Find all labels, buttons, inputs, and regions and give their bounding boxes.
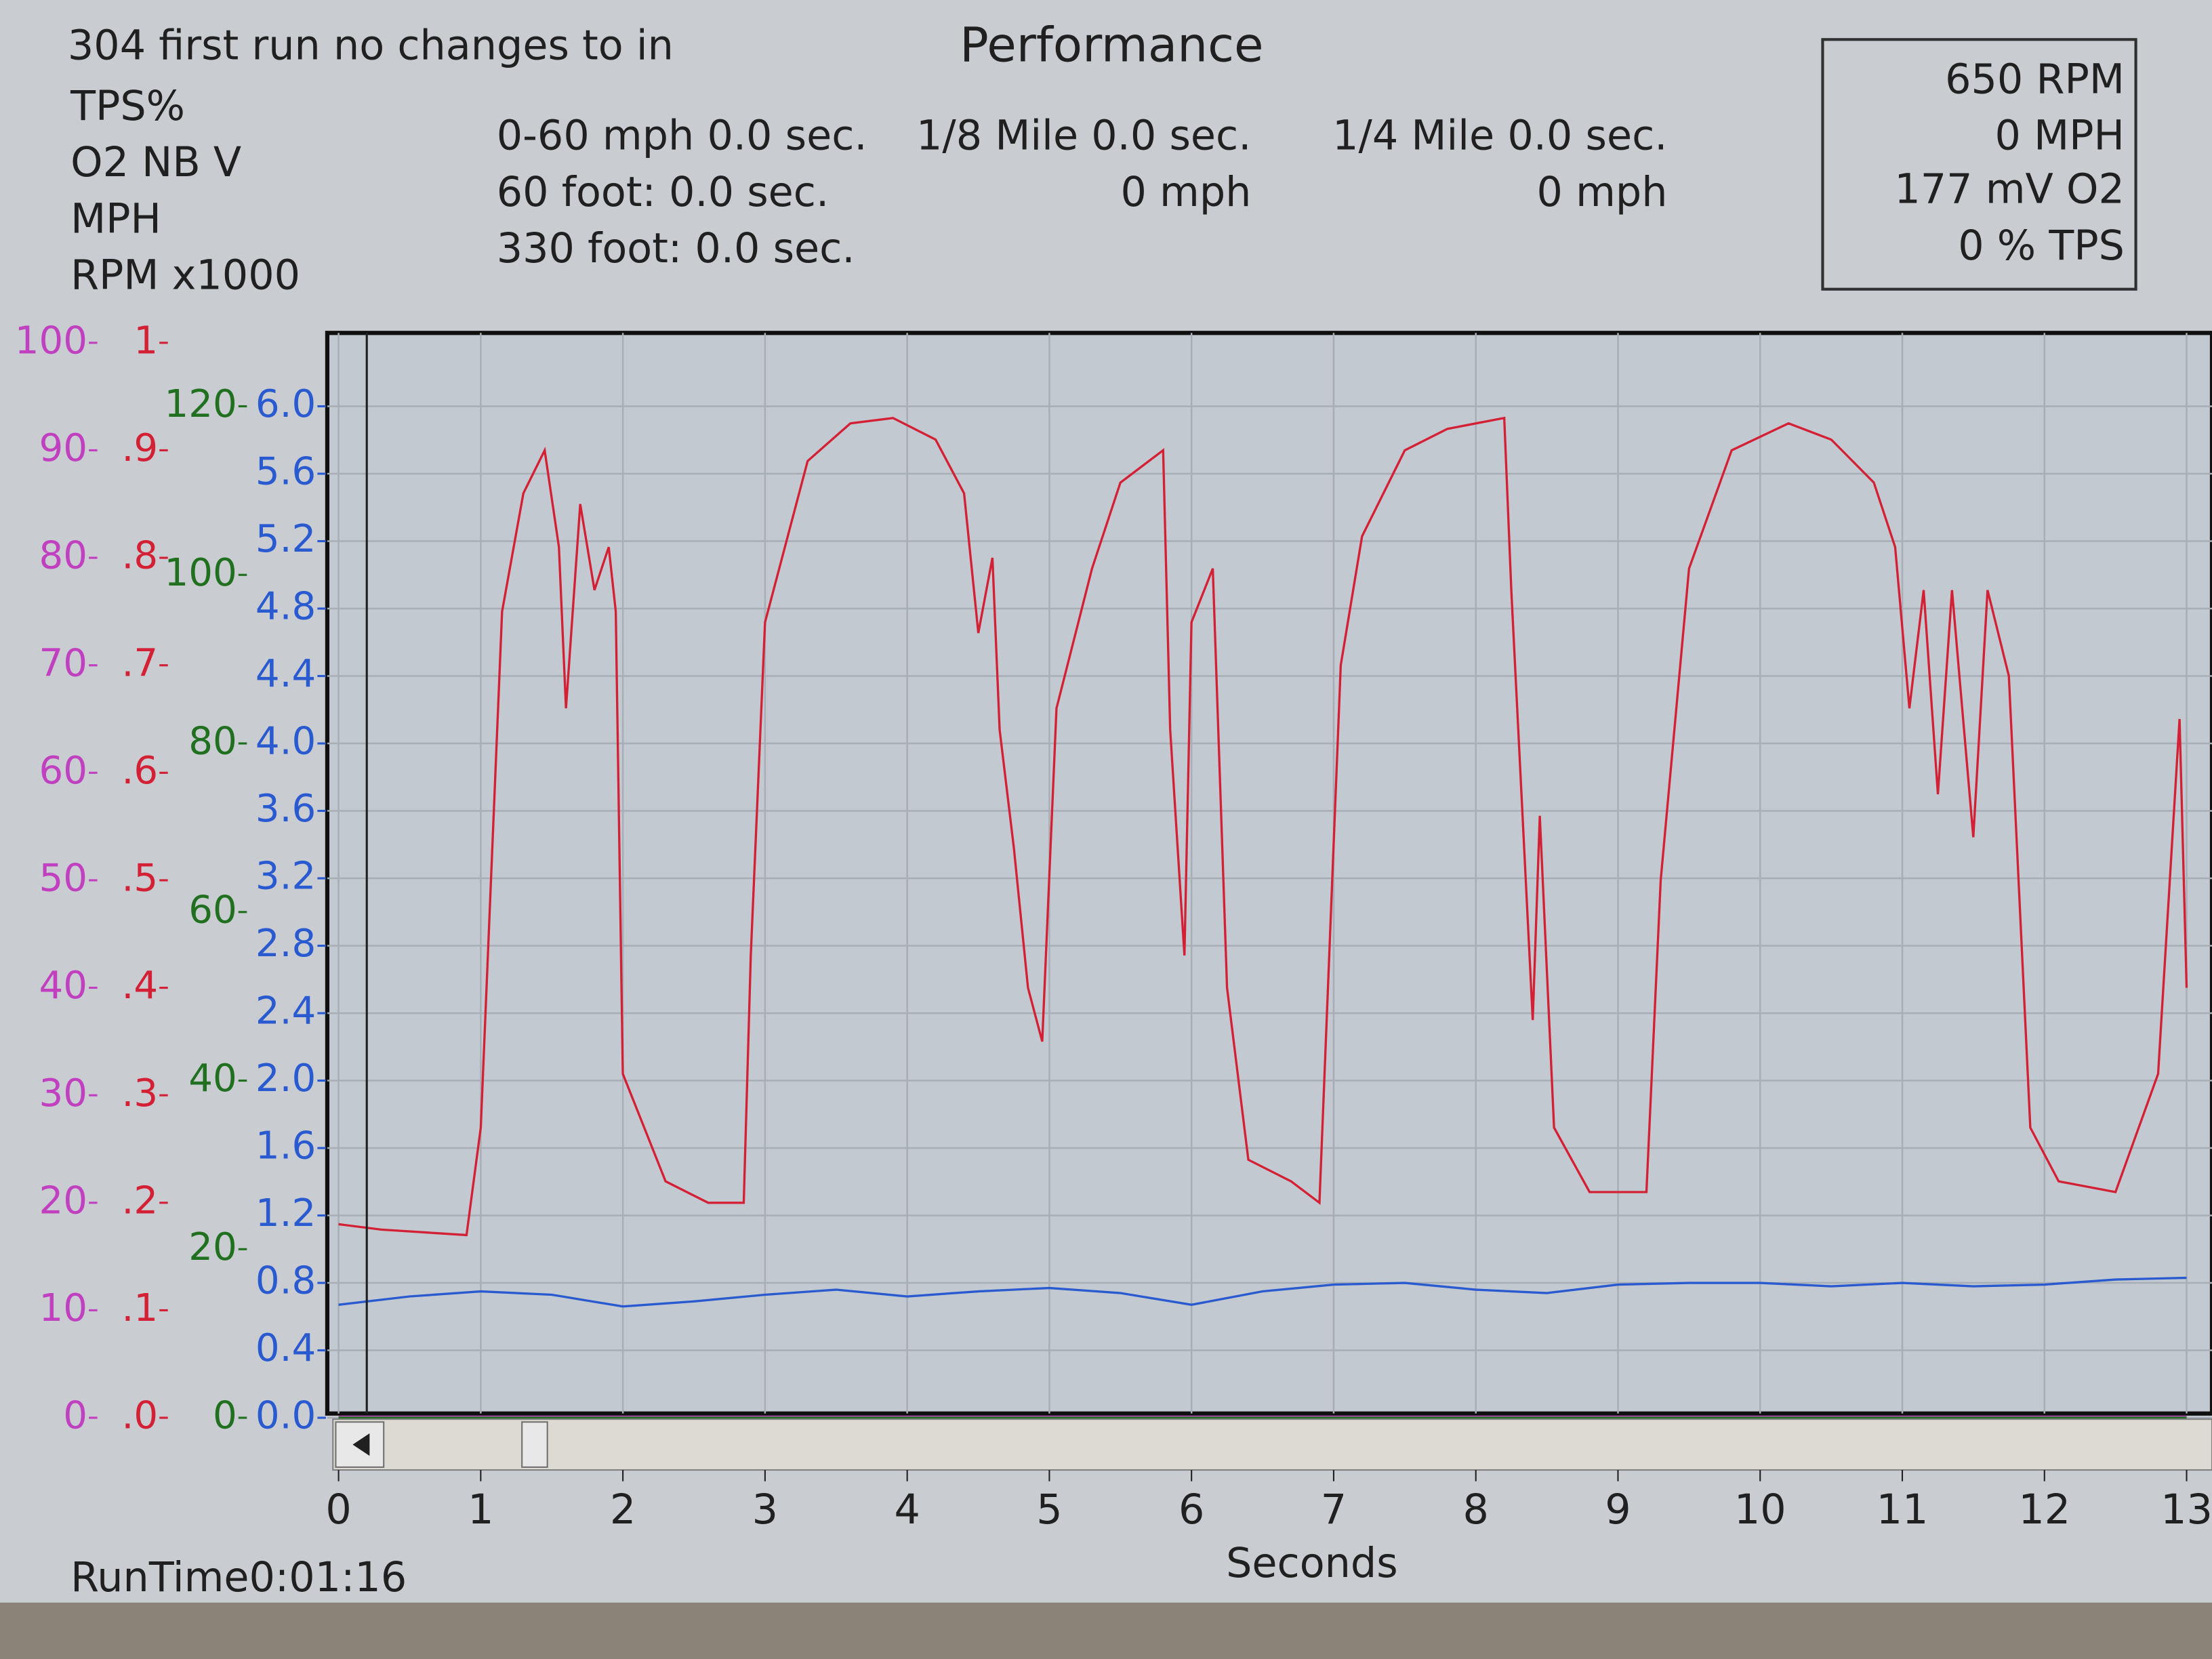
stat: 330 foot: 0.0 sec. xyxy=(497,225,855,272)
x-tick-label: 3 xyxy=(752,1486,778,1534)
y-tick-label: .9 xyxy=(122,426,159,470)
run-time: RunTime0:01:16 xyxy=(70,1554,407,1601)
y-tick-label: 0 xyxy=(63,1394,87,1438)
y-tick-label: 90 xyxy=(39,426,88,470)
y-tick-label: 20 xyxy=(188,1225,237,1269)
y-tick-label: 30 xyxy=(39,1071,88,1115)
y-tick-label: 60 xyxy=(39,749,88,793)
y-tick-label: 1 xyxy=(134,319,158,363)
stat: 0-60 mph 0.0 sec. xyxy=(497,112,867,160)
y-tick-label: .4 xyxy=(122,964,159,1008)
x-axis-label: Seconds xyxy=(1226,1540,1398,1587)
readout-box xyxy=(1821,38,2137,291)
readout: 0 % TPS xyxy=(1958,222,2125,270)
stat: 1/8 Mile 0.0 sec. xyxy=(916,112,1251,160)
readout: 177 mV O2 xyxy=(1894,166,2125,213)
y-tick-label: 2.8 xyxy=(255,922,316,966)
y-tick-label: 0 xyxy=(213,1394,237,1438)
y-tick-label: 80 xyxy=(188,720,237,764)
x-tick-label: 10 xyxy=(1734,1486,1786,1534)
y-tick-label: 2.4 xyxy=(255,989,316,1033)
series-line xyxy=(338,1276,2187,1308)
marks xyxy=(338,416,2188,1420)
x-tick-label: 9 xyxy=(1605,1486,1631,1534)
y-tick-label: 3.6 xyxy=(255,787,316,831)
y-tick-label: .5 xyxy=(122,857,159,901)
x-tick-label: 13 xyxy=(2160,1486,2212,1534)
taskbar xyxy=(0,1602,2212,1659)
y-tick-label: .6 xyxy=(122,749,159,793)
x-tick-label: 5 xyxy=(1036,1486,1062,1534)
y-tick-label: .1 xyxy=(122,1286,159,1330)
y-tick-label: 3.2 xyxy=(255,855,316,899)
y-tick-label: 80 xyxy=(39,534,88,578)
y-tick-label: .2 xyxy=(122,1179,159,1223)
y-tick-label: 4.8 xyxy=(255,585,316,629)
scroll-thumb[interactable] xyxy=(521,1421,548,1468)
y-tick-label: 40 xyxy=(188,1057,237,1101)
readout: 0 MPH xyxy=(1994,112,2124,160)
stat: 0 mph xyxy=(1537,169,1668,216)
y-tick-label: .7 xyxy=(122,641,159,685)
scrollbar[interactable] xyxy=(332,1418,2212,1471)
y-tick-label: 40 xyxy=(39,964,88,1008)
y-tick-label: 0.8 xyxy=(255,1259,316,1303)
y-tick-label: 20 xyxy=(39,1179,88,1223)
y-tick-label: 10 xyxy=(39,1286,88,1330)
y-tick-label: 5.2 xyxy=(255,517,316,561)
y-tick-label: 100 xyxy=(164,551,237,595)
y-tick-label: 4.4 xyxy=(255,652,316,696)
y-tick-label: 1.6 xyxy=(255,1124,316,1168)
window-title: Performance xyxy=(960,16,1263,73)
y-tick-label: 0.4 xyxy=(255,1326,316,1370)
legend-entry: TPS% xyxy=(70,83,185,130)
x-tick-label: 12 xyxy=(2018,1486,2070,1534)
scroll-arrow xyxy=(352,1433,370,1456)
run-title: 304 first run no changes to in xyxy=(68,22,674,69)
stat: 60 foot: 0.0 sec. xyxy=(497,169,829,216)
legend-entry: MPH xyxy=(70,195,161,243)
y-tick-label: 1.2 xyxy=(255,1191,316,1235)
series-line xyxy=(338,416,2188,1237)
y-tick-label: 2.0 xyxy=(255,1057,316,1101)
y-tick-label: 60 xyxy=(188,888,237,932)
y-tick-label: .3 xyxy=(122,1071,159,1115)
x-tick-label: 8 xyxy=(1463,1486,1489,1534)
y-tick-label: 4.0 xyxy=(255,720,316,764)
x-tick-label: 11 xyxy=(1877,1486,1929,1534)
legend-entry: O2 NB V xyxy=(70,139,241,186)
x-tick-label: 0 xyxy=(325,1486,351,1534)
y-tick-label: .0 xyxy=(122,1394,159,1438)
y-tick-label: 0.0 xyxy=(255,1394,316,1438)
x-tick-label: 1 xyxy=(468,1486,493,1534)
readout: 650 RPM xyxy=(1945,56,2125,103)
y-tick-label: 6.0 xyxy=(255,382,316,426)
x-tick-label: 7 xyxy=(1321,1486,1347,1534)
x-tick-label: 2 xyxy=(610,1486,636,1534)
y-tick-label: .8 xyxy=(122,534,159,578)
x-tick-label: 4 xyxy=(894,1486,920,1534)
plot-area xyxy=(325,331,2212,1416)
stat: 0 mph xyxy=(1120,169,1251,216)
legend-entry: RPM x1000 xyxy=(70,252,300,300)
y-tick-label: 100 xyxy=(15,319,87,363)
y-tick-label: 50 xyxy=(39,857,88,901)
y-tick-label: 5.6 xyxy=(255,450,316,494)
y-tick-label: 70 xyxy=(39,641,88,685)
x-tick-label: 6 xyxy=(1179,1486,1204,1534)
stat: 1/4 Mile 0.0 sec. xyxy=(1332,112,1667,160)
y-tick-label: 120 xyxy=(164,382,237,426)
